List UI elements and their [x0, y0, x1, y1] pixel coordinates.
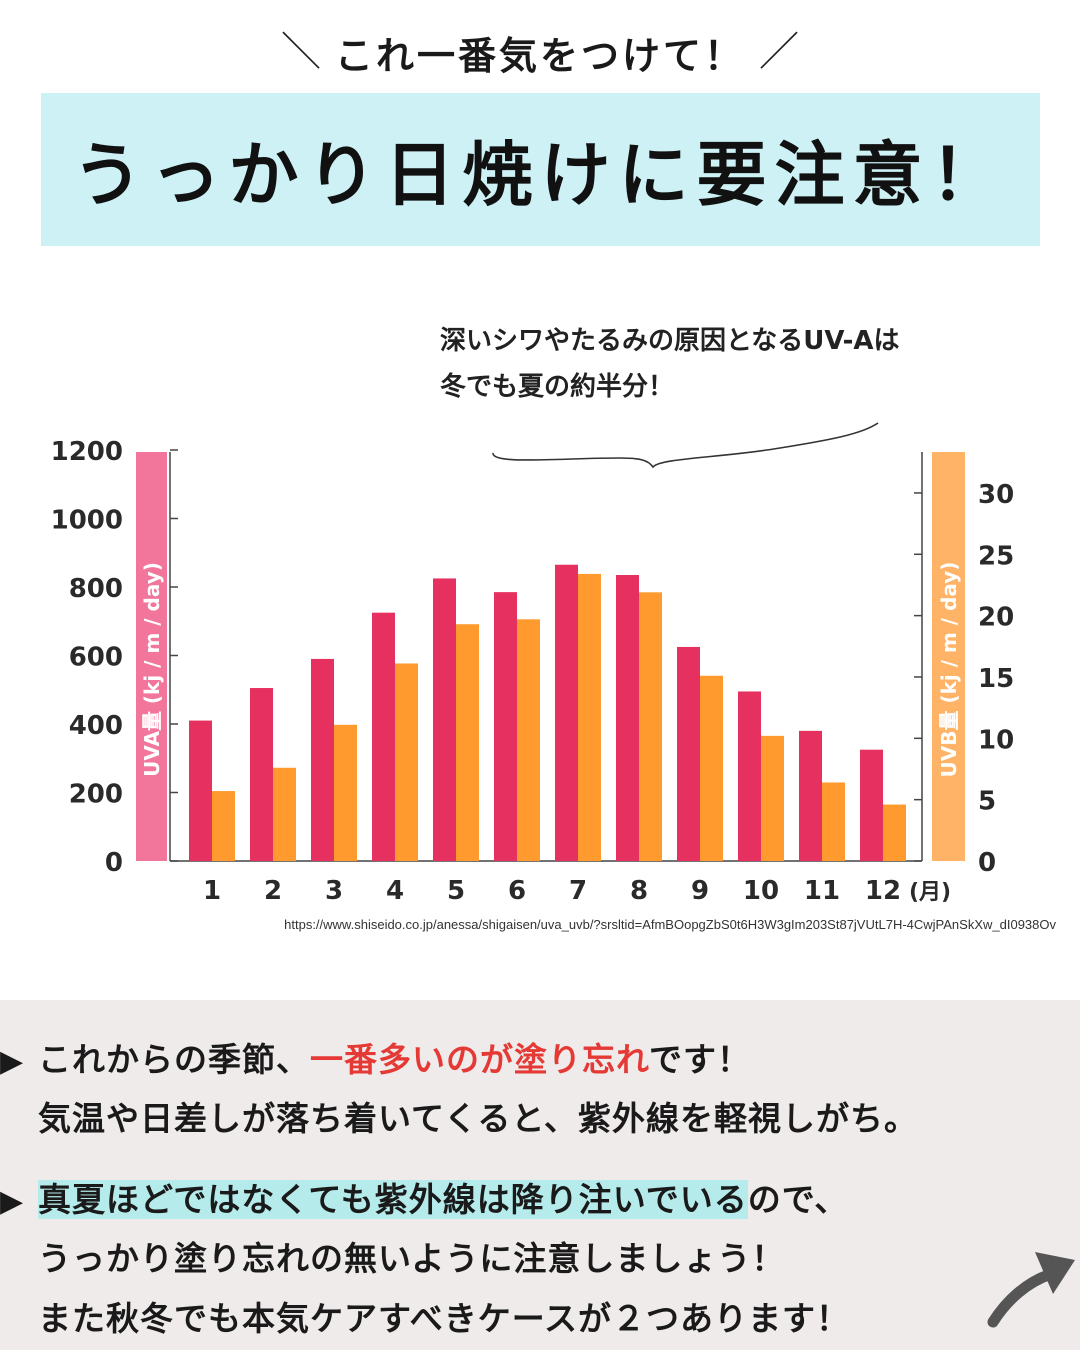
uva-bar-month-9	[677, 646, 700, 861]
right-axis-band	[932, 452, 965, 861]
callout-line-2: 冬でも夏の約半分！	[440, 372, 675, 402]
uvb-bar-month-9	[700, 675, 723, 861]
x-tick-label: 9	[691, 876, 709, 906]
uvb-bar-month-10	[761, 735, 784, 861]
right-tick-label: 25	[978, 541, 1014, 571]
bullet-2-text-2: うっかり塗り忘れの無いように注意しましょう！	[38, 1239, 786, 1278]
x-tick-label: 5	[447, 876, 465, 906]
bullet-2-highlight: 真夏ほどではなくても紫外線は降り注いでいる	[38, 1180, 748, 1219]
left-slash-decoration: ＼	[280, 29, 321, 75]
uvb-bar-month-5	[456, 624, 479, 861]
left-axis-title: UVA量 (kj / m / day)	[140, 562, 164, 777]
left-tick-label: 1000	[51, 506, 123, 536]
bullet-1-line-2: 気温や日差しが落ち着いてくると、紫外線を軽視しがち。	[0, 1092, 918, 1140]
x-tick-label: 4	[386, 876, 404, 906]
left-tick-label: 800	[69, 574, 123, 604]
right-tick-label: 15	[978, 664, 1014, 694]
right-axis-title: UVB量 (kj / m / day)	[937, 562, 961, 778]
source-url: https://www.shiseido.co.jp/anessa/shigai…	[284, 917, 1056, 932]
x-tick-label: 1	[203, 876, 221, 906]
uvb-bar-month-7	[578, 573, 601, 861]
left-tick-label: 200	[69, 780, 123, 810]
right-tick-label: 0	[978, 848, 996, 878]
uva-bar-month-1	[189, 720, 212, 861]
bullet-2-text-post: ので、	[747, 1180, 849, 1219]
uva-bar-month-6	[494, 592, 517, 861]
right-tick-label: 20	[978, 603, 1014, 633]
bullet-1-emphasis: 一番多いのが塗り忘れ	[310, 1040, 650, 1079]
right-tick-label: 5	[978, 787, 996, 817]
right-tick-label: 10	[978, 725, 1014, 755]
uvb-bar-month-2	[273, 767, 296, 861]
bullet-1-text-2: 気温や日差しが落ち着いてくると、紫外線を軽視しがち。	[38, 1099, 919, 1138]
uvb-bar-month-4	[395, 663, 418, 861]
bullet-2-line-1: ▶ 真夏ほどではなくても紫外線は降り注いでいるので、	[0, 1173, 848, 1221]
uva-bar-month-12	[860, 749, 883, 861]
x-tick-label: 3	[325, 876, 343, 906]
right-slash-decoration: ／	[759, 29, 799, 75]
curved-arrow-icon	[987, 1252, 1075, 1328]
left-tick-label: 1200	[51, 437, 123, 467]
uvb-bar-month-11	[822, 782, 845, 861]
uvb-bar-month-8	[639, 592, 662, 861]
x-tick-label: 8	[630, 876, 648, 906]
right-tick-label: 30	[978, 480, 1014, 510]
title-banner: うっかり日焼けに要注意！	[41, 93, 1040, 246]
x-tick-label: 7	[569, 876, 587, 906]
uva-bar-month-5	[433, 578, 456, 861]
bullet-2-line-3: また秋冬でも本気ケアすべきケースが２つあります！	[0, 1292, 850, 1340]
uva-bar-month-7	[555, 564, 578, 861]
bullet-triangle-icon: ▶	[0, 1184, 25, 1219]
x-tick-label: 11	[804, 876, 840, 906]
page-title: うっかり日焼けに要注意！	[72, 134, 1009, 216]
uvb-bar-month-6	[517, 619, 540, 861]
bullet-1-text-pre: これからの季節、	[38, 1040, 310, 1079]
uva-bar-month-10	[738, 691, 761, 861]
bullet-1-text-post: です！	[649, 1040, 752, 1079]
callout-pointer-line	[492, 422, 879, 469]
uva-bar-month-2	[250, 688, 273, 861]
chart-callout: 深いシワやたるみの原因となるUV-Aは 冬でも夏の約半分！	[440, 318, 1000, 410]
uva-bar-month-8	[616, 575, 639, 861]
uvb-bar-month-3	[334, 724, 357, 861]
uva-bar-month-3	[311, 658, 334, 861]
explanation-panel: ▶ これからの季節、一番多いのが塗り忘れです！ 気温や日差しが落ち着いてくると、紫…	[0, 1000, 1080, 1350]
uva-bar-month-11	[799, 730, 822, 861]
bullet-triangle-icon: ▶	[0, 1044, 25, 1079]
uvb-bar-month-1	[212, 791, 235, 861]
bullet-1-line-1: ▶ これからの季節、一番多いのが塗り忘れです！	[0, 1033, 751, 1081]
left-tick-label: 600	[69, 643, 123, 673]
left-tick-label: 400	[69, 711, 123, 741]
x-tick-label: 2	[264, 876, 282, 906]
callout-line-1: 深いシワやたるみの原因となるUV-Aは	[440, 326, 900, 356]
left-axis-band	[136, 452, 167, 861]
x-tick-label: 6	[508, 876, 526, 906]
x-tick-label: 12	[865, 876, 901, 906]
caption-text: これ一番気をつけて！	[334, 33, 745, 78]
bullet-2-line-2: うっかり塗り忘れの無いように注意しましょう！	[0, 1232, 785, 1280]
uva-bar-month-4	[372, 612, 395, 861]
top-caption: ＼ これ一番気をつけて！ ／	[0, 22, 1080, 82]
x-axis-unit-label: (月)	[909, 880, 951, 905]
uvb-bar-month-12	[883, 804, 906, 861]
bullet-2-text-3: また秋冬でも本気ケアすべきケースが２つあります！	[38, 1299, 851, 1338]
x-tick-label: 10	[743, 876, 779, 906]
left-tick-label: 0	[105, 848, 123, 878]
